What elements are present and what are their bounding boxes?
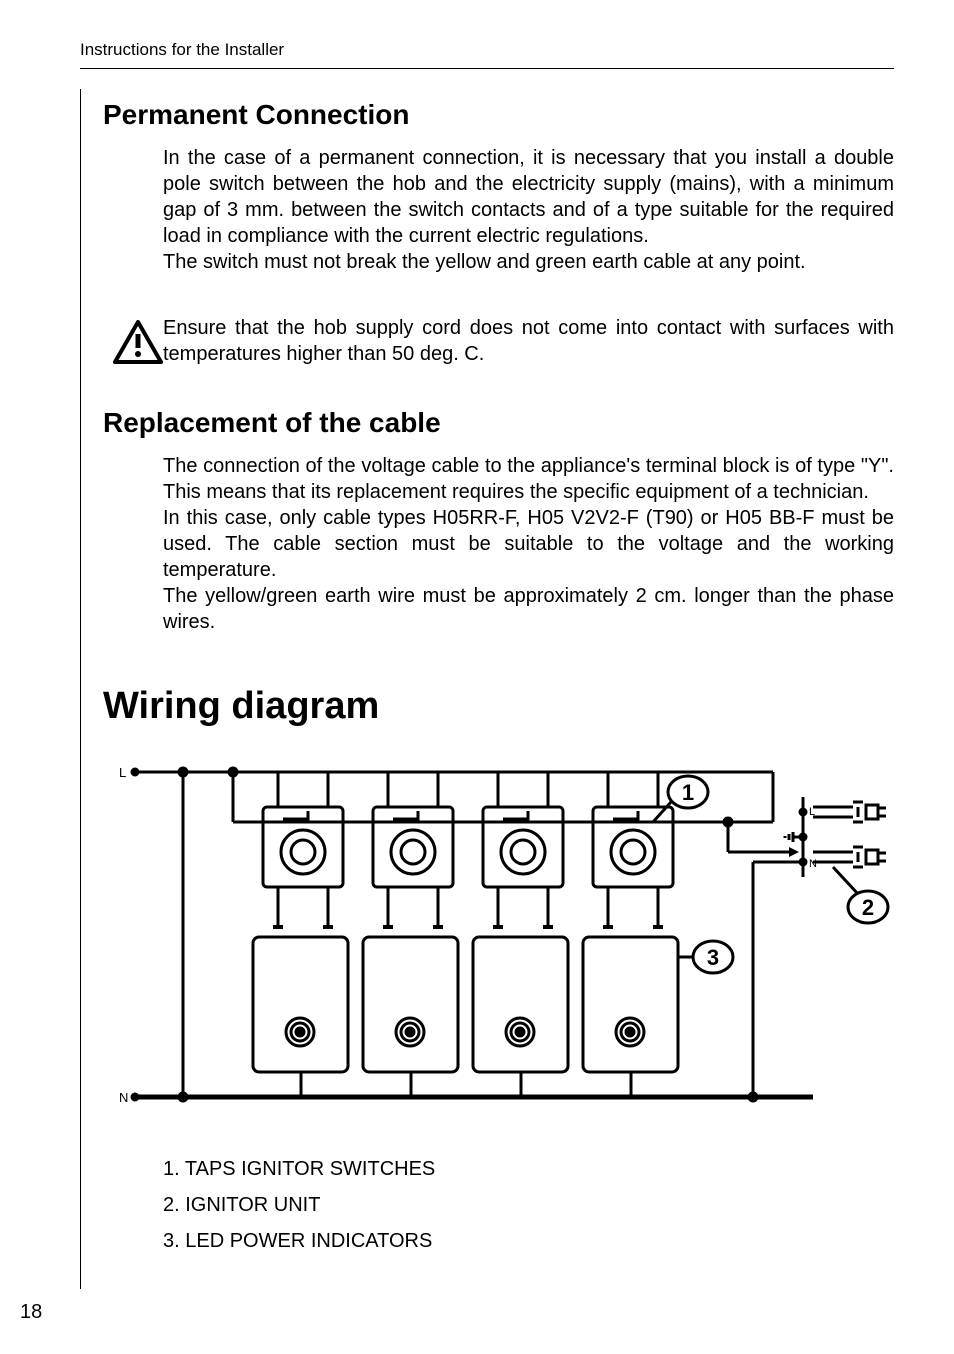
svg-text:1: 1 (682, 780, 694, 805)
content-area: Permanent Connection In the case of a pe… (80, 89, 894, 1289)
warning-row: Ensure that the hob supply cord does not… (113, 315, 894, 367)
section-2-heading: Replacement of the cable (103, 407, 894, 439)
page-number: 18 (20, 1301, 42, 1324)
svg-text:3: 3 (707, 945, 719, 970)
svg-text:N: N (809, 858, 817, 870)
svg-text:L: L (119, 765, 126, 780)
legend-item-1: 1. TAPS IGNITOR SWITCHES (163, 1151, 894, 1187)
section-2-body: The connection of the voltage cable to t… (163, 453, 894, 635)
section-1-body: In the case of a permanent connection, i… (163, 145, 894, 275)
section-1-heading: Permanent Connection (103, 99, 894, 131)
running-head: Instructions for the Installer (80, 40, 894, 60)
legend-item-2: 2. IGNITOR UNIT (163, 1187, 894, 1223)
warning-text: Ensure that the hob supply cord does not… (163, 315, 894, 367)
legend-item-3: 3. LED POWER INDICATORS (163, 1223, 894, 1259)
diagram-heading: Wiring diagram (103, 685, 894, 728)
header-rule (80, 68, 894, 69)
warning-icon (113, 320, 163, 365)
diagram-legend: 1. TAPS IGNITOR SWITCHES 2. IGNITOR UNIT… (163, 1151, 894, 1259)
svg-text:N: N (119, 1090, 128, 1105)
wiring-diagram: L N (113, 752, 894, 1127)
svg-text:2: 2 (862, 895, 874, 920)
